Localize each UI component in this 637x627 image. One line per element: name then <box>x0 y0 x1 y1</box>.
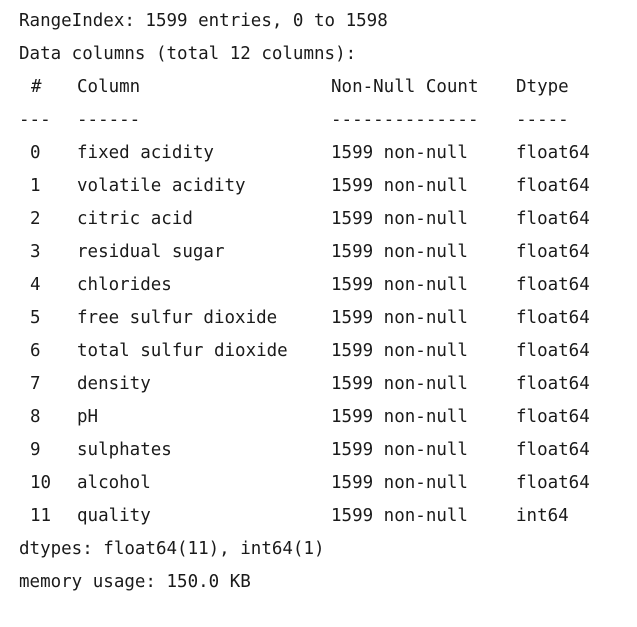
row-column: citric acid <box>77 209 193 229</box>
row-column: free sulfur dioxide <box>77 308 278 328</box>
row-index: 10 <box>30 473 52 493</box>
table-header: # Column Non-Null Count Dtype <box>0 75 637 99</box>
row-count: 1599 non-null <box>331 473 468 493</box>
table-row: 10 alcohol 1599 non-null float64 <box>0 471 637 495</box>
row-count: 1599 non-null <box>331 209 468 229</box>
row-count: 1599 non-null <box>331 143 468 163</box>
memory-usage-line: memory usage: 150.0 KB <box>19 572 251 592</box>
table-row: 2 citric acid 1599 non-null float64 <box>0 207 637 231</box>
row-column: fixed acidity <box>77 143 214 163</box>
row-index: 5 <box>30 308 41 328</box>
header-column: Column <box>77 77 141 97</box>
row-index: 3 <box>30 242 41 262</box>
table-row: 1 volatile acidity 1599 non-null float64 <box>0 174 637 198</box>
row-column: sulphates <box>77 440 172 460</box>
row-column: density <box>77 374 151 394</box>
row-index: 2 <box>30 209 41 229</box>
row-count: 1599 non-null <box>331 242 468 262</box>
row-index: 7 <box>30 374 41 394</box>
row-count: 1599 non-null <box>331 275 468 295</box>
table-row: 5 free sulfur dioxide 1599 non-null floa… <box>0 306 637 330</box>
row-dtype: float64 <box>516 374 590 394</box>
row-column: residual sugar <box>77 242 225 262</box>
table-row: 11 quality 1599 non-null int64 <box>0 504 637 528</box>
header-dtype: Dtype <box>516 77 569 97</box>
data-columns-line: Data columns (total 12 columns): <box>19 44 357 64</box>
row-dtype: float64 <box>516 407 590 427</box>
row-column: volatile acidity <box>77 176 246 196</box>
table-row: 6 total sulfur dioxide 1599 non-null flo… <box>0 339 637 363</box>
row-dtype: float64 <box>516 242 590 262</box>
row-dtype: int64 <box>516 506 569 526</box>
row-dtype: float64 <box>516 341 590 361</box>
row-column: pH <box>77 407 99 427</box>
row-count: 1599 non-null <box>331 374 468 394</box>
row-column: total sulfur dioxide <box>77 341 288 361</box>
row-index: 1 <box>30 176 41 196</box>
row-dtype: float64 <box>516 143 590 163</box>
table-separator: --- ------ -------------- ----- <box>0 108 637 132</box>
row-count: 1599 non-null <box>331 506 468 526</box>
row-column: alcohol <box>77 473 151 493</box>
range-index-line: RangeIndex: 1599 entries, 0 to 1598 <box>19 11 388 31</box>
row-dtype: float64 <box>516 176 590 196</box>
row-index: 0 <box>30 143 41 163</box>
header-index: # <box>31 77 42 97</box>
separator-index: --- <box>19 110 51 130</box>
row-column: quality <box>77 506 151 526</box>
dtypes-summary-line: dtypes: float64(11), int64(1) <box>19 539 325 559</box>
table-row: 8 pH 1599 non-null float64 <box>0 405 637 429</box>
row-count: 1599 non-null <box>331 407 468 427</box>
row-index: 6 <box>30 341 41 361</box>
header-count: Non-Null Count <box>331 77 479 97</box>
row-dtype: float64 <box>516 275 590 295</box>
row-dtype: float64 <box>516 473 590 493</box>
table-row: 7 density 1599 non-null float64 <box>0 372 637 396</box>
table-row: 9 sulphates 1599 non-null float64 <box>0 438 637 462</box>
separator-dtype: ----- <box>516 110 569 130</box>
separator-count: -------------- <box>331 110 479 130</box>
row-column: chlorides <box>77 275 172 295</box>
table-row: 0 fixed acidity 1599 non-null float64 <box>0 141 637 165</box>
table-row: 3 residual sugar 1599 non-null float64 <box>0 240 637 264</box>
row-count: 1599 non-null <box>331 341 468 361</box>
row-dtype: float64 <box>516 440 590 460</box>
row-index: 4 <box>30 275 41 295</box>
row-index: 8 <box>30 407 41 427</box>
row-count: 1599 non-null <box>331 440 468 460</box>
row-index: 11 <box>30 506 52 526</box>
row-index: 9 <box>30 440 41 460</box>
separator-column: ------ <box>77 110 141 130</box>
row-dtype: float64 <box>516 308 590 328</box>
row-dtype: float64 <box>516 209 590 229</box>
row-count: 1599 non-null <box>331 176 468 196</box>
row-count: 1599 non-null <box>331 308 468 328</box>
table-row: 4 chlorides 1599 non-null float64 <box>0 273 637 297</box>
